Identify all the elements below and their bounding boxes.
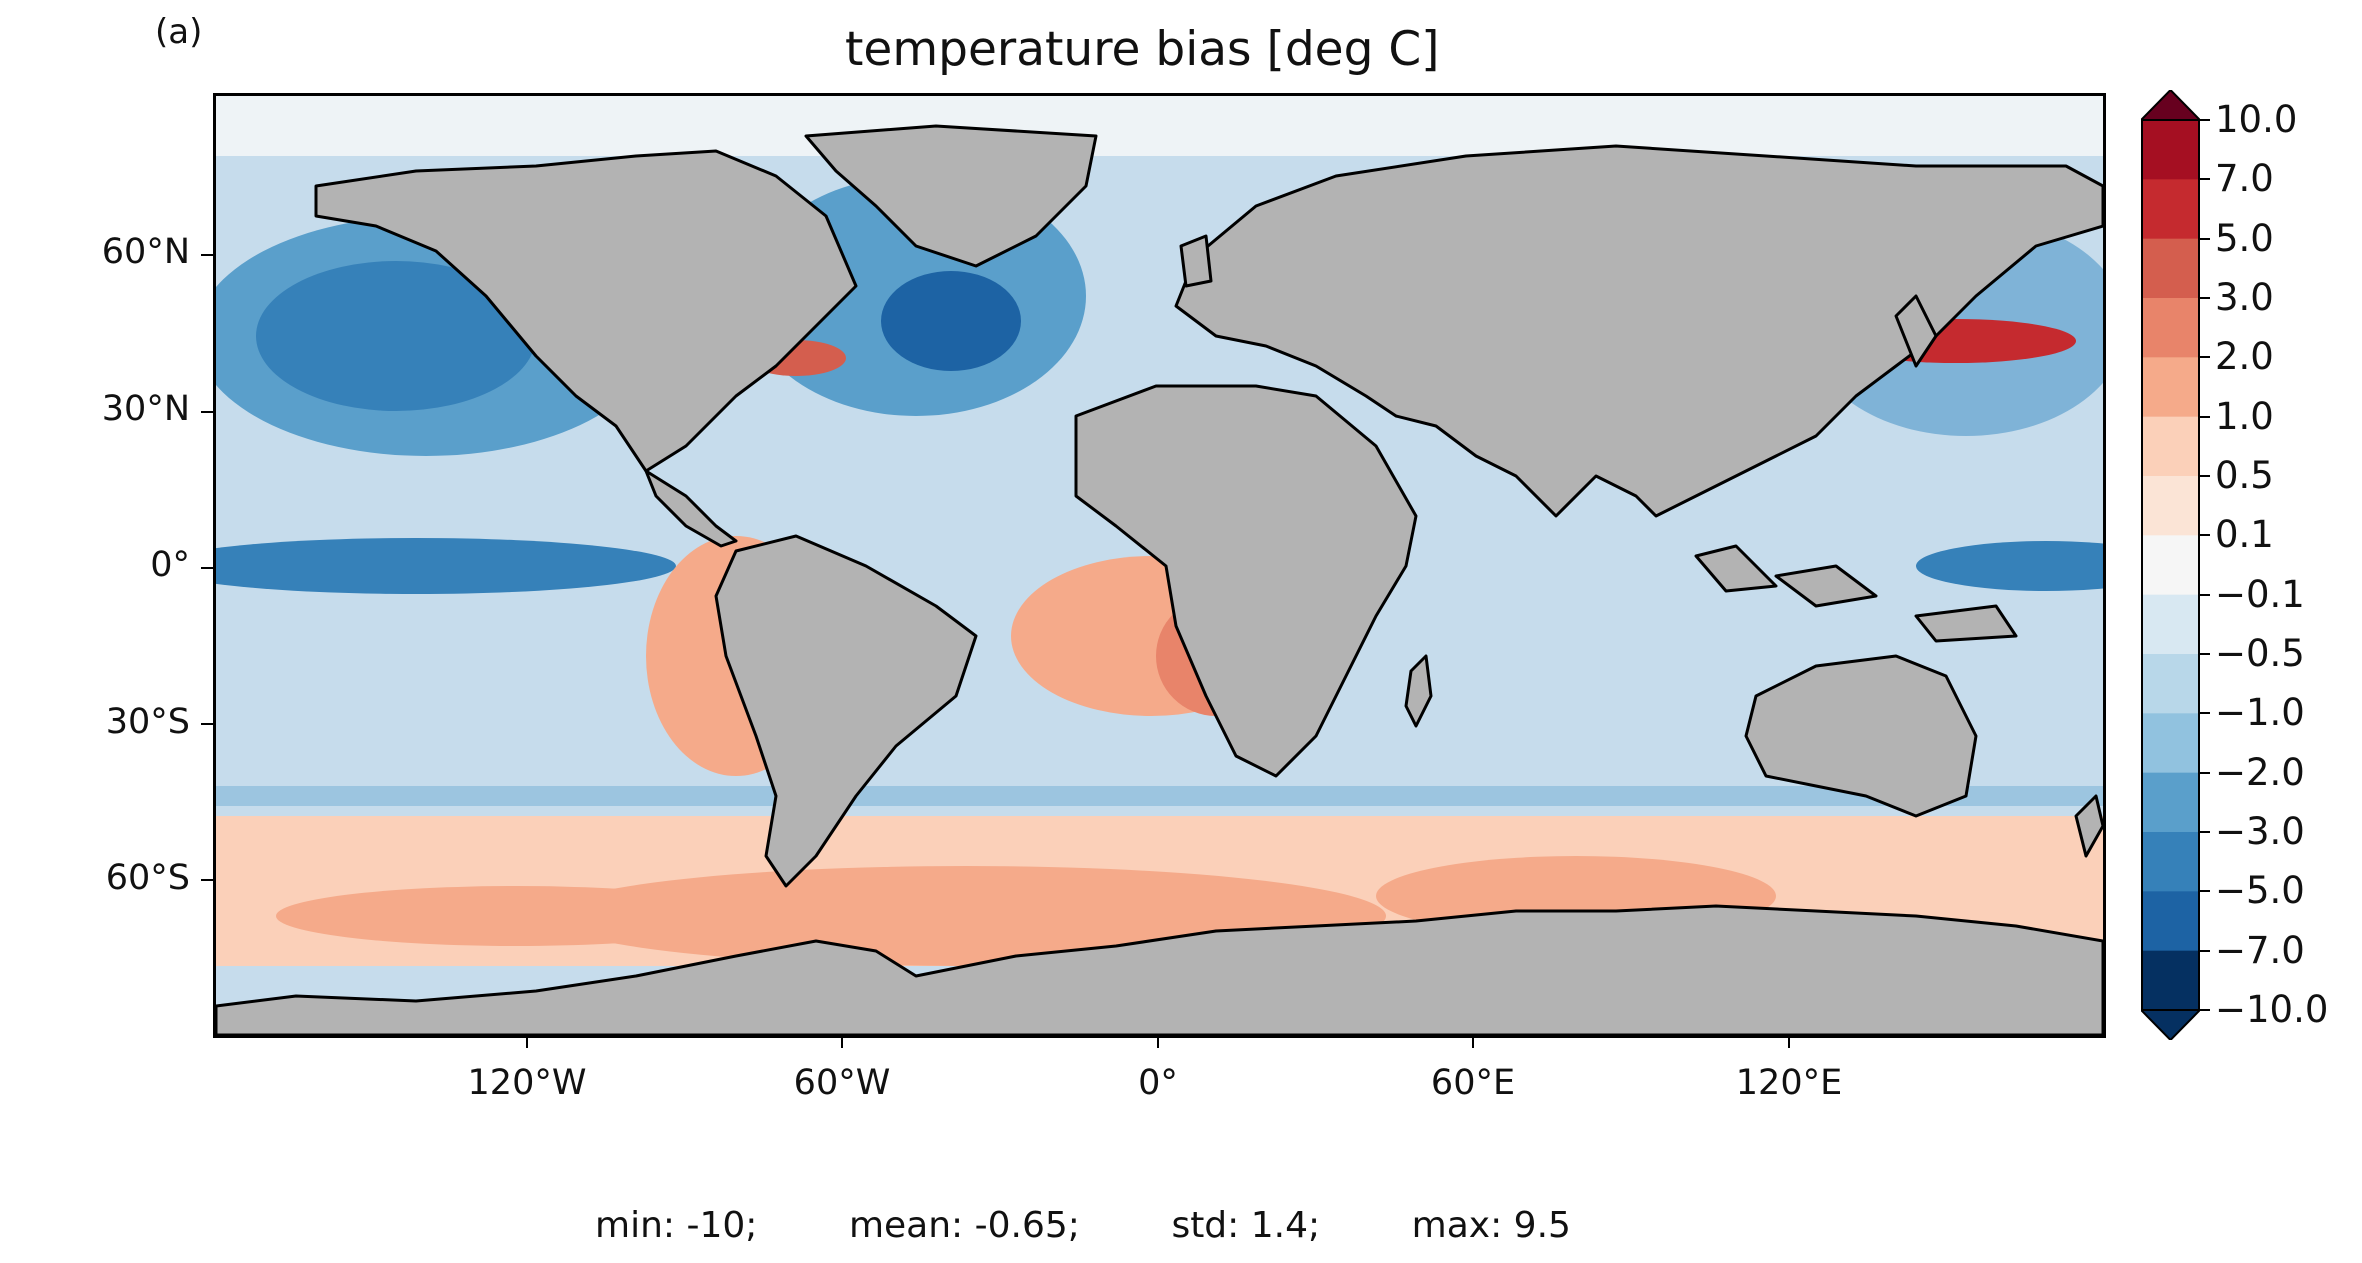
panel-label: (a) [155, 12, 203, 52]
colorbar-segment [2141, 357, 2200, 418]
colorbar-tick [2200, 890, 2210, 893]
colorbar-tick-label: 2.0 [2215, 335, 2274, 379]
colorbar-tick-label: 1.0 [2215, 394, 2274, 438]
colorbar-segment [2141, 654, 2200, 714]
colorbar-tick-label: −3.0 [2215, 810, 2305, 853]
x-tick-label: 120°E [1735, 1063, 1843, 1103]
stat-max: max: 9.5 [1411, 1205, 1571, 1246]
x-tick-label: 60°W [793, 1063, 891, 1103]
west-pacific-cold-tongue [1916, 541, 2103, 591]
colorbar-segment [2141, 535, 2200, 596]
colorbar [2141, 90, 2200, 1040]
colorbar-tick-label: −10.0 [2215, 988, 2329, 1031]
stat-std: std: 1.4; [1171, 1205, 1321, 1246]
colorbar-tick [2200, 178, 2210, 181]
y-tick-label: 60°S [105, 858, 190, 898]
colorbar-tick-label: 5.0 [2215, 216, 2274, 260]
colorbar-tick [2200, 415, 2210, 418]
equatorial-cold-tongue [216, 538, 676, 594]
x-tick-label: 60°E [1430, 1063, 1516, 1103]
colorbar-tick-label: −0.5 [2215, 632, 2305, 675]
south-america [714, 534, 978, 888]
temperature-bias-field [216, 96, 2103, 1035]
new-zealand [2074, 794, 2103, 858]
colorbar-segment [2141, 476, 2200, 536]
colorbar-tick-label: 3.0 [2215, 276, 2274, 319]
colorbar-tick [2200, 949, 2210, 952]
colorbar-tick [2200, 593, 2210, 596]
land-masses [216, 124, 2103, 1035]
colorbar-segment [2141, 120, 2200, 180]
colorbar-tick [2200, 771, 2210, 774]
colorbar-tick-label: −1.0 [2215, 691, 2305, 735]
y-axis-ticks [201, 254, 213, 881]
colorbar-segment [2141, 238, 2200, 299]
colorbar-tick-label: 0.5 [2215, 454, 2274, 497]
new-guinea [1914, 604, 2018, 643]
southern-cold-strip [216, 786, 2103, 806]
colorbar-tick [2200, 712, 2210, 715]
north-pacific-core [256, 261, 536, 411]
colorbar-tick-label: −2.0 [2215, 750, 2305, 794]
y-tick-label: 30°N [101, 389, 190, 429]
north-america [314, 149, 858, 473]
greenland [804, 124, 1098, 268]
colorbar-segment [2141, 713, 2200, 774]
colorbar-tick [2200, 237, 2210, 240]
colorbar-segment [2141, 832, 2200, 892]
africa [1074, 384, 1418, 778]
stat-min: min: -10; [595, 1205, 758, 1246]
x-tick-label: 120°W [467, 1063, 587, 1103]
colorbar-tick [2200, 297, 2210, 299]
labrador-sea-core [881, 271, 1021, 371]
colorbar-segment [2141, 891, 2200, 952]
japan [1894, 294, 1938, 368]
colorbar-frame [2141, 119, 2200, 1011]
colorbar-tick [2200, 119, 2210, 121]
y-tick-label: 30°S [105, 702, 190, 742]
colorbar-extend-max [2141, 90, 2200, 121]
colorbar-tick-label: −5.0 [2215, 869, 2305, 913]
colorbar-tick [2200, 1009, 2210, 1011]
colorbar-tick-label: −0.1 [2215, 572, 2305, 616]
colorbar-segment [2141, 179, 2200, 240]
colorbar-segment [2141, 594, 2200, 655]
colorbar-tick-label: 7.0 [2215, 157, 2274, 201]
x-tick-label: 0° [1138, 1063, 1178, 1103]
australia [1744, 654, 1978, 818]
map-panel [213, 93, 2106, 1038]
colorbar-tick-label: 10.0 [2215, 98, 2298, 141]
colorbar-extend-min [2141, 1009, 2200, 1040]
colorbar-tick [2200, 653, 2210, 655]
colorbar-segment [2141, 298, 2200, 358]
colorbar-tick [2200, 831, 2210, 833]
stat-mean: mean: -0.65; [848, 1205, 1080, 1246]
colorbar-segment [2141, 416, 2200, 477]
colorbar-segment [2141, 772, 2200, 833]
british-isles [1179, 234, 1213, 288]
antarctica [216, 904, 2103, 1035]
colorbar-tick [2200, 356, 2210, 359]
eurasia [1174, 144, 2103, 518]
pacific-southern-warm [276, 886, 756, 946]
map-title: temperature bias [deg C] [845, 22, 1440, 77]
borneo [1774, 564, 1878, 608]
central-america [644, 469, 738, 548]
colorbar-tick-label: −7.0 [2215, 928, 2305, 972]
colorbar-tick [2200, 475, 2210, 477]
stats-line: min: -10; mean: -0.65; std: 1.4; max: 9.… [595, 1205, 1571, 1246]
y-tick-label: 0° [150, 545, 190, 585]
colorbar-segment [2141, 950, 2200, 1011]
colorbar-tick-label: 0.1 [2215, 513, 2274, 557]
sumatra [1694, 544, 1778, 593]
colorbar-tick [2200, 534, 2210, 537]
madagascar [1404, 654, 1433, 728]
y-tick-label: 60°N [101, 232, 190, 272]
x-axis-ticks [526, 1036, 1790, 1048]
arctic-band [216, 96, 2103, 156]
